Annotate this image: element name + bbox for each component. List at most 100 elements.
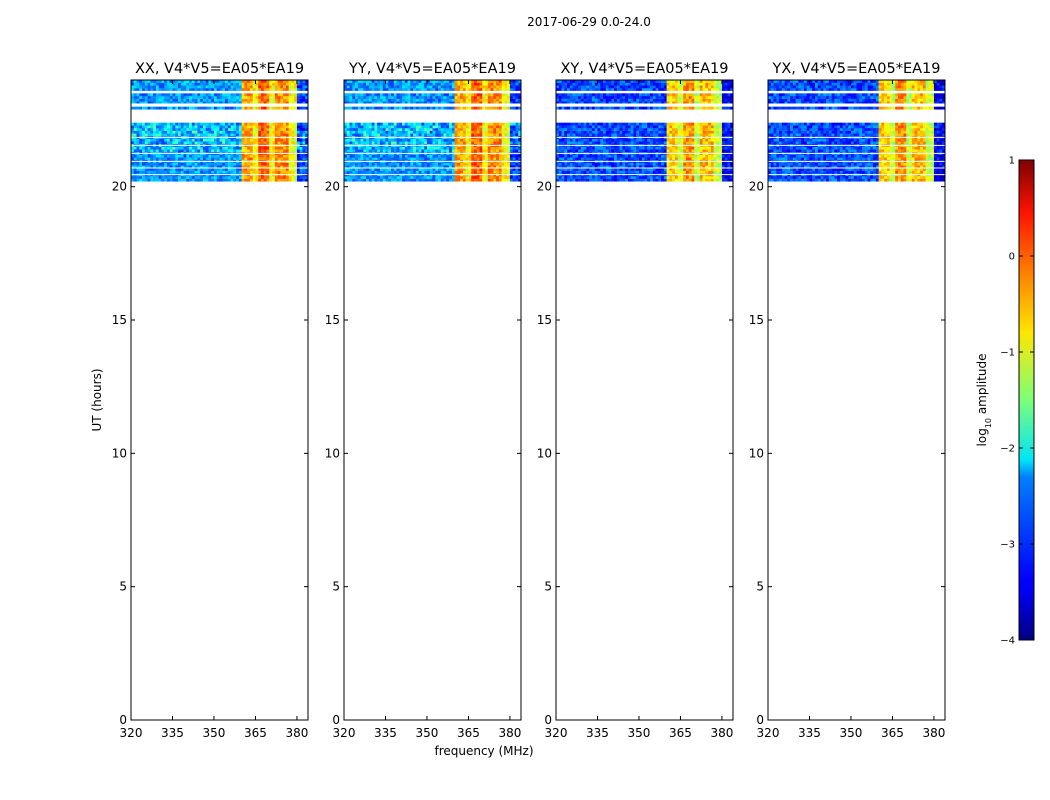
heatmap-cell [263, 88, 267, 91]
heatmap-cell [661, 146, 665, 150]
heatmap-cell [388, 128, 392, 131]
heatmap-cell [222, 122, 226, 126]
heatmap-cell [421, 125, 425, 129]
heatmap-cell [191, 165, 195, 169]
heatmap-cell [144, 141, 148, 145]
heatmap-cell [446, 141, 450, 145]
heatmap-cell [421, 165, 425, 169]
heatmap-cell [705, 165, 709, 169]
heatmap-cell [227, 125, 231, 129]
heatmap-cell [454, 128, 458, 131]
heatmap-cell [462, 176, 466, 179]
heatmap-cell [473, 101, 478, 105]
heatmap-cell [169, 93, 173, 97]
heatmap-cell [385, 101, 389, 105]
heatmap-cell [277, 170, 281, 174]
heatmap-cell [227, 82, 231, 86]
heatmap-cell [236, 176, 240, 179]
heatmap-cell [225, 130, 229, 134]
heatmap-cell [608, 170, 612, 174]
heatmap-cell [462, 162, 466, 166]
heatmap-cell [197, 82, 201, 86]
heatmap-cell [180, 96, 184, 99]
heatmap-cell [299, 128, 303, 131]
heatmap-cell [252, 128, 256, 131]
heatmap-cell [136, 106, 140, 110]
heatmap-cell [213, 125, 218, 129]
heatmap-cell [713, 157, 717, 161]
heatmap-cell [255, 85, 259, 89]
heatmap-cell [473, 165, 478, 169]
heatmap-cell [161, 80, 165, 83]
heatmap-cell [139, 93, 143, 97]
heatmap-cell [666, 157, 670, 161]
heatmap-cell [487, 149, 491, 153]
heatmap-cell [355, 154, 359, 158]
heatmap-cell [368, 130, 372, 134]
heatmap-cell [583, 165, 587, 169]
heatmap-cell [685, 165, 690, 169]
heatmap-cell [705, 149, 709, 153]
heatmap-cell [460, 88, 464, 91]
heatmap-cell [473, 122, 478, 126]
heatmap-cell [260, 93, 265, 97]
heatmap-cell [594, 176, 598, 179]
heatmap-cell [399, 122, 403, 126]
heatmap-cell [468, 128, 472, 131]
heatmap-cell [501, 101, 505, 105]
heatmap-cell [561, 170, 565, 174]
heatmap-cell [283, 176, 287, 179]
heatmap-cell [208, 130, 212, 134]
heatmap-cell [166, 80, 171, 83]
heatmap-cell [133, 82, 137, 86]
heatmap-cell [432, 138, 436, 142]
heatmap-cell [150, 133, 154, 137]
heatmap-cell [191, 138, 195, 142]
heatmap-cell [616, 146, 620, 150]
heatmap-cell [493, 157, 497, 161]
heatmap-cell [349, 162, 353, 166]
heatmap-cell [274, 154, 278, 158]
heatmap-cell [258, 93, 262, 97]
heatmap-cell [172, 96, 176, 99]
heatmap-cell [352, 93, 356, 97]
heatmap-cell [161, 162, 165, 166]
heatmap-cell [150, 157, 154, 161]
heatmap-cell [451, 122, 455, 126]
heatmap-cell [169, 82, 173, 86]
heatmap-cell [476, 168, 480, 171]
heatmap-cell [299, 149, 303, 153]
heatmap-cell [429, 80, 433, 83]
heatmap-cell [374, 101, 378, 105]
heatmap-cell [263, 130, 267, 134]
heatmap-cell [368, 165, 372, 169]
heatmap-cell [202, 122, 206, 126]
heatmap-cell [374, 130, 378, 134]
heatmap-cell [518, 98, 522, 102]
heatmap-cell [677, 176, 681, 179]
heatmap-cell [652, 154, 656, 158]
heatmap-cell [180, 128, 184, 131]
heatmap-cell [200, 133, 204, 137]
heatmap-cell [158, 98, 162, 102]
heatmap-cell [396, 93, 400, 97]
heatmap-cell [498, 165, 502, 169]
heatmap-cell [426, 162, 431, 166]
heatmap-cell [139, 130, 143, 134]
heatmap-cell [238, 106, 242, 110]
heatmap-cell [208, 146, 212, 150]
heatmap-cell [225, 154, 229, 158]
heatmap-cell [432, 130, 436, 134]
heatmap-cell [280, 141, 284, 145]
heatmap-cell [147, 106, 151, 110]
heatmap-cell [438, 133, 442, 137]
heatmap-cell [509, 88, 514, 91]
heatmap-cell [415, 130, 419, 134]
heatmap-cell [155, 162, 159, 166]
heatmap-cell [189, 146, 193, 150]
heatmap-cell [625, 170, 629, 174]
heatmap-cell [443, 176, 447, 179]
heatmap-cell [421, 178, 425, 182]
heatmap-cell [269, 128, 273, 131]
heatmap-cell [357, 122, 361, 126]
